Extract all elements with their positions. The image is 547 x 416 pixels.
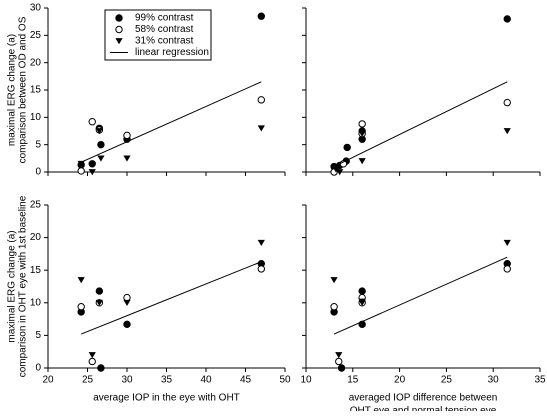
point <box>358 298 366 305</box>
point <box>88 169 96 176</box>
point <box>123 320 131 329</box>
y-tick-label: 0 <box>35 167 41 178</box>
x-tick-label: 50 <box>279 375 291 386</box>
x-tick-label: 25 <box>441 375 453 386</box>
y-tick-label: 20 <box>30 57 42 68</box>
point <box>358 287 366 295</box>
y-axis-label: maximal ERG change (a) <box>7 34 18 146</box>
x-tick-label: 20 <box>394 375 406 386</box>
y-axis-label: maximal ERG change (a) <box>7 230 18 342</box>
point <box>358 130 366 137</box>
x-tick-label: 45 <box>240 375 252 386</box>
legend-label: 31% contrast <box>135 36 194 47</box>
point <box>503 128 511 135</box>
point <box>88 357 96 366</box>
point <box>257 265 265 273</box>
regression-line <box>333 256 508 335</box>
regression-line <box>333 81 508 167</box>
point <box>123 293 131 302</box>
y-axis-label: comparison between OD and OS <box>18 16 29 163</box>
point <box>88 160 96 168</box>
y-tick-label: 15 <box>30 85 42 96</box>
y-tick-label: 20 <box>30 232 42 243</box>
point <box>337 364 346 372</box>
x-tick-label: 15 <box>347 375 359 386</box>
point <box>97 155 105 162</box>
y-tick-label: 30 <box>30 3 42 14</box>
point <box>503 239 511 247</box>
x-tick-label: 30 <box>488 375 500 386</box>
panel: 0 5 10 15 20 25 30 maximal ERG change (a) compar… <box>7 3 286 178</box>
point <box>358 120 366 128</box>
point <box>330 303 338 311</box>
y-axis-label: comparison in OHT eye with 1st baseline <box>18 195 29 377</box>
x-tick-label: 10 <box>300 375 312 386</box>
point <box>358 158 366 165</box>
x-tick-label: 35 <box>534 375 546 386</box>
point <box>257 239 265 247</box>
point <box>97 140 105 149</box>
x-axis-label: OHT eye and normal tension eye <box>350 406 497 411</box>
point <box>123 131 131 140</box>
legend-swatch <box>115 38 123 45</box>
point <box>343 143 351 152</box>
point <box>97 364 105 372</box>
regression-line <box>80 261 262 335</box>
point <box>257 12 265 20</box>
y-tick-label: 10 <box>30 112 42 123</box>
point <box>77 160 85 168</box>
legend-label: 99% contrast <box>135 13 194 24</box>
legend-label: 58% contrast <box>135 24 194 35</box>
point <box>95 287 104 295</box>
legend-label: linear regression <box>135 47 209 58</box>
x-tick-label: 30 <box>121 375 133 386</box>
x-tick-label: 35 <box>161 375 173 386</box>
point <box>257 96 265 104</box>
legend-swatch <box>115 25 123 34</box>
point <box>88 352 96 359</box>
point <box>77 303 85 311</box>
y-tick-label: 25 <box>30 30 42 41</box>
y-tick-label: 5 <box>35 139 41 150</box>
point <box>503 15 511 23</box>
point <box>123 155 131 162</box>
point <box>123 299 131 307</box>
point <box>88 118 96 126</box>
point <box>336 169 344 176</box>
x-axis-label: average IOP in the eye with OHT <box>93 393 240 404</box>
x-tick-label: 40 <box>200 375 212 386</box>
panel <box>302 7 541 176</box>
x-axis-label: averaged IOP difference between <box>349 393 498 404</box>
point <box>77 167 85 175</box>
point <box>503 98 511 107</box>
point <box>95 128 103 135</box>
point <box>335 352 343 359</box>
legend-swatch <box>115 14 123 22</box>
point <box>330 277 338 284</box>
y-tick-label: 0 <box>35 363 41 374</box>
y-tick-label: 25 <box>30 200 42 211</box>
point <box>332 166 340 173</box>
point <box>95 299 103 307</box>
regression-line <box>80 81 262 163</box>
panel: 10 15 20 25 30 35 averaged IOP difference betw… <box>300 204 546 416</box>
x-tick-label: 20 <box>42 375 54 386</box>
panel: 0 5 10 15 20 25 20 25 30 35 40 45 50 maximal ERG chan… <box>7 195 291 403</box>
point <box>335 357 343 366</box>
point <box>77 277 85 284</box>
x-tick-label: 25 <box>82 375 94 386</box>
y-tick-label: 15 <box>30 265 42 276</box>
point <box>503 265 511 273</box>
y-tick-label: 5 <box>35 330 41 341</box>
point <box>257 125 265 132</box>
y-tick-label: 10 <box>30 297 42 308</box>
